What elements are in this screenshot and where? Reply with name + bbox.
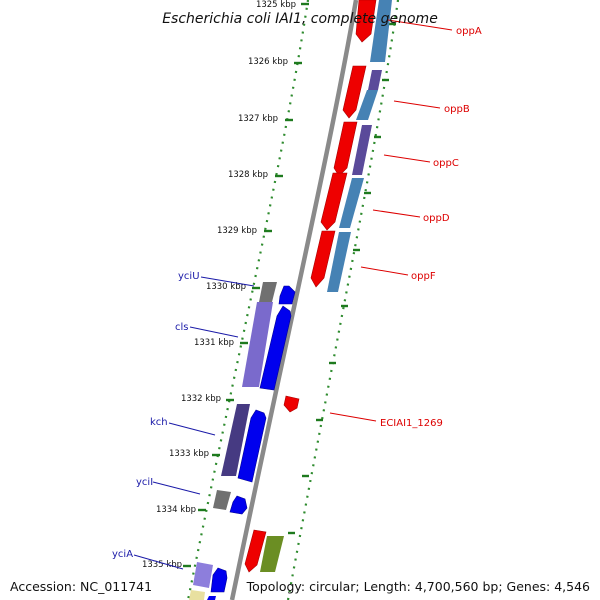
topology-label: Topology: circular; Length: 4,700,560 bp…	[246, 579, 590, 594]
label-leader	[168, 422, 216, 436]
tick-label: 1326 kbp	[248, 57, 288, 67]
tick-label: 1334 kbp	[156, 505, 196, 515]
label-leader	[383, 154, 431, 163]
tick-label: 1330 kbp	[206, 282, 246, 292]
cog-feature	[352, 125, 372, 175]
tick-label: 1333 kbp	[169, 449, 209, 459]
cog-feature	[259, 282, 277, 302]
cog-feature	[339, 178, 364, 228]
label-leader	[189, 326, 239, 338]
label-leader	[152, 481, 201, 495]
cog-feature	[242, 302, 273, 387]
tick-label: 1331 kbp	[194, 338, 234, 348]
gene-yciU-feature[interactable]	[278, 285, 296, 305]
cog-feature	[193, 562, 213, 588]
tick-labels: 1325 kbp 1326 kbp 1327 kbp 1328 kbp 1329…	[142, 0, 296, 570]
right-tick-track	[286, 0, 400, 600]
cog-feature	[327, 232, 351, 292]
gene-yciI-feature[interactable]	[229, 495, 248, 515]
cog-track-left	[189, 282, 277, 600]
tick-label: 1332 kbp	[181, 394, 221, 404]
right-major-ticks	[288, 22, 396, 535]
gene-oppB-feature[interactable]	[342, 65, 367, 119]
gene-label-oppA[interactable]: oppA	[456, 26, 482, 37]
cog-feature	[368, 70, 382, 90]
cog-feature	[221, 404, 250, 476]
right-gene-labels: oppA oppB oppC oppD oppF ECIAI1_1269	[329, 19, 482, 429]
gene-feature-blue-bottom[interactable]	[207, 596, 216, 600]
gene-oppD-feature[interactable]	[320, 172, 348, 231]
label-leader	[329, 412, 377, 422]
cog-feature-olive	[260, 536, 284, 572]
cog-feature	[370, 0, 392, 62]
reverse-cds-track	[207, 285, 296, 600]
left-gene-labels: yciU cls kch yciI yciA	[112, 271, 255, 570]
gene-label-cls[interactable]: cls	[175, 322, 189, 333]
gene-kch-feature[interactable]	[237, 409, 267, 483]
label-leader	[200, 276, 255, 287]
label-leader	[387, 19, 453, 31]
gene-cls-feature[interactable]	[259, 305, 292, 391]
gene-oppF-feature[interactable]	[310, 230, 336, 288]
label-leader	[372, 209, 421, 218]
gene-label-oppC[interactable]: oppC	[433, 158, 459, 169]
gene-ECIAI1_1269-feature[interactable]	[283, 395, 300, 413]
map-title: Escherichia coli IAI1, complete genome	[162, 11, 438, 27]
gene-label-oppF[interactable]: oppF	[411, 271, 436, 282]
forward-cds-track	[244, 0, 377, 573]
cog-feature	[356, 90, 378, 120]
genome-backbone	[229, 0, 359, 600]
gene-label-yciA[interactable]: yciA	[112, 549, 133, 560]
tick-label: 1335 kbp	[142, 560, 182, 570]
gene-label-oppB[interactable]: oppB	[444, 104, 470, 115]
cog-feature	[189, 590, 205, 600]
gene-label-oppD[interactable]: oppD	[423, 213, 450, 224]
tick-label: 1329 kbp	[217, 226, 257, 236]
tick-label: 1328 kbp	[228, 170, 268, 180]
gene-label-ECIAI1_1269[interactable]: ECIAI1_1269	[380, 418, 443, 429]
gene-label-yciI[interactable]: yciI	[136, 477, 153, 488]
left-major-ticks	[183, 2, 309, 568]
gene-label-kch[interactable]: kch	[150, 417, 168, 428]
gene-oppA-feature[interactable]	[355, 0, 377, 43]
gene-yciA-feature[interactable]	[210, 567, 228, 593]
gene-feature-red-bottom[interactable]	[244, 529, 267, 573]
label-leader	[133, 554, 184, 570]
left-tick-track	[186, 0, 310, 600]
label-leader	[393, 100, 441, 109]
accession-label: Accession: NC_011741	[10, 579, 153, 594]
cog-track-right	[260, 0, 392, 572]
label-leader	[360, 266, 409, 276]
gene-oppC-feature[interactable]	[333, 121, 358, 177]
tick-label: 1325 kbp	[256, 0, 296, 10]
gene-label-yciU[interactable]: yciU	[178, 271, 200, 282]
cog-feature	[213, 490, 231, 510]
tick-label: 1327 kbp	[238, 114, 278, 124]
